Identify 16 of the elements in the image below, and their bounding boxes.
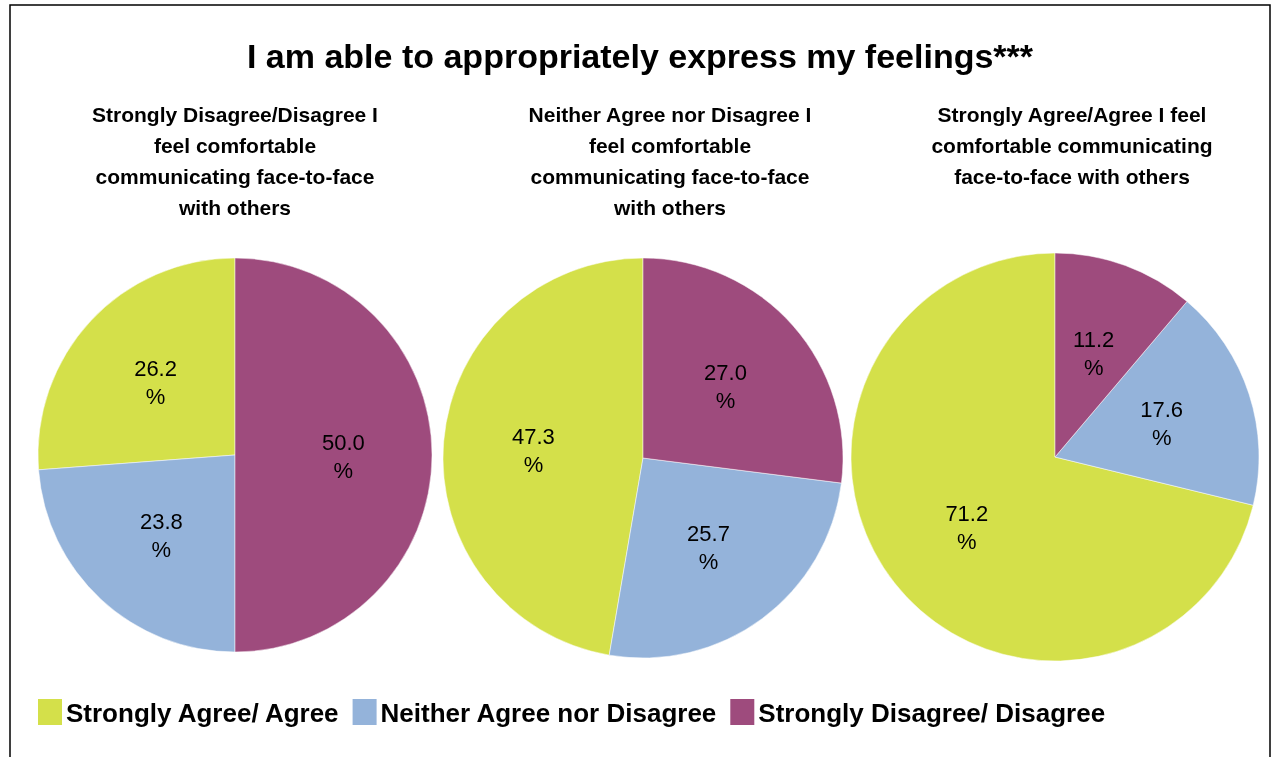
- text: I am able to appropriately express my feelings***: [246, 37, 1034, 75]
- legend-label: Strongly Agree/ Agree: [66, 698, 339, 728]
- data-label: 47.3 %: [511, 423, 555, 477]
- legend-label: Neither Agree nor Disagree: [380, 698, 717, 728]
- chart-title: Strongly Disagree/Disagree I feel comfortable communicating face-to-face with others: [92, 103, 378, 219]
- data-label: 27.0 %: [704, 360, 747, 414]
- data-label: 26.2 %: [134, 356, 177, 410]
- legend-label: Strongly Disagree/ Disagree: [758, 698, 1106, 728]
- data-label: 50.0 %: [321, 430, 365, 483]
- data-label: 23.8 %: [139, 509, 183, 563]
- chart-title: Strongly Agree/Agree I feel comfortable communicating face-to-face with others: [931, 103, 1213, 188]
- data-label: 11.2 %: [1073, 326, 1115, 380]
- data-label: 17.6 %: [1140, 397, 1184, 451]
- data-label: 25.7 %: [687, 521, 730, 575]
- chart-title: Neither Agree nor Disagree I feel comfortable communicating face-to-face with others: [528, 103, 812, 219]
- data-label: 71.2 %: [945, 501, 989, 555]
